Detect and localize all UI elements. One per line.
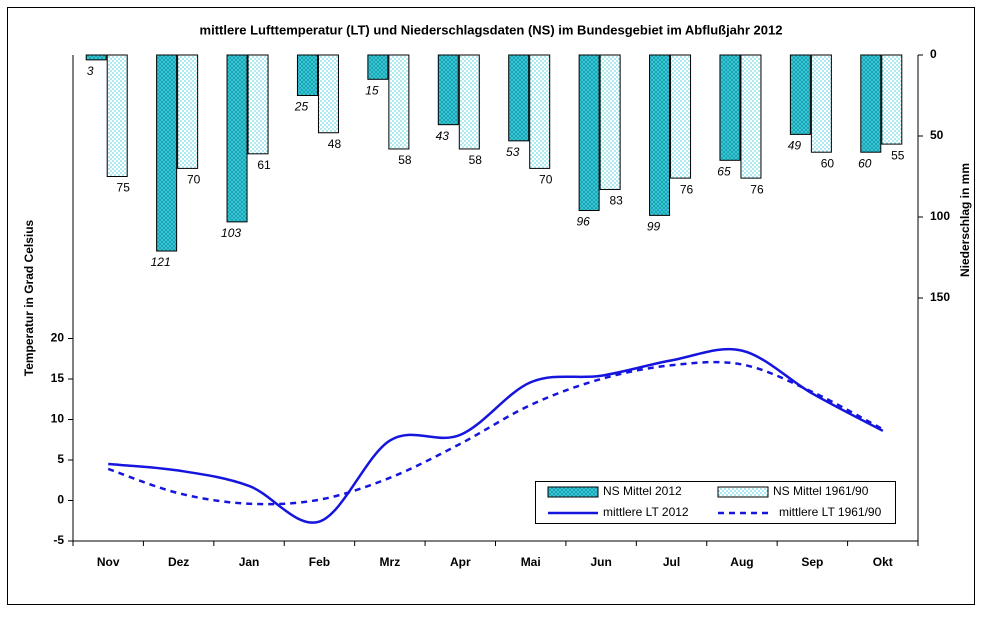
bar [599, 54, 621, 190]
x-tick-label: Jul [663, 555, 680, 569]
bar-value-label: 58 [398, 153, 412, 167]
bar-value-label: 49 [788, 139, 802, 153]
bar-value-label: 3 [87, 64, 94, 78]
bar [388, 54, 410, 150]
x-tick-label: Apr [450, 555, 471, 569]
bar [226, 54, 248, 223]
x-tick-label: Mai [521, 555, 541, 569]
bar-value-label: 99 [647, 220, 661, 234]
x-tick-label: Okt [873, 555, 893, 569]
legend-label: NS Mittel 1961/90 [773, 484, 869, 498]
y2-tick-label: 100 [930, 209, 950, 223]
bar [437, 54, 459, 126]
bar [177, 54, 199, 169]
legend-label: mittlere LT 1961/90 [779, 505, 882, 519]
bar [317, 54, 339, 134]
bar-value-label: 83 [609, 194, 623, 208]
bar-value-label: 55 [891, 148, 905, 162]
y-tick-label: 5 [57, 452, 64, 466]
y-axis-title: Temperatur in Grad Celsius [22, 219, 36, 376]
x-tick-label: Mrz [380, 555, 401, 569]
bar [719, 54, 741, 161]
bar [247, 54, 269, 155]
legend-label: NS Mittel 2012 [603, 484, 682, 498]
bar [367, 54, 389, 80]
legend-label: mittlere LT 2012 [603, 505, 689, 519]
x-tick-label: Nov [97, 555, 120, 569]
bar-value-label: 121 [151, 255, 171, 269]
x-tick-label: Jan [239, 555, 260, 569]
bar-value-label: 48 [328, 137, 342, 151]
bar [789, 54, 811, 135]
bar-value-label: 96 [576, 215, 590, 229]
bar-value-label: 58 [469, 153, 483, 167]
y2-tick-label: 0 [930, 47, 937, 61]
bar-value-label: 43 [436, 129, 450, 143]
bar-value-label: 70 [187, 173, 201, 187]
bar [810, 54, 832, 153]
y-tick-label: 0 [57, 493, 64, 507]
y2-tick-label: 150 [930, 290, 950, 304]
bar-value-label: 60 [858, 156, 872, 170]
y-tick-label: 20 [51, 331, 65, 345]
y2-tick-label: 50 [930, 128, 944, 142]
bar-value-label: 53 [506, 145, 520, 159]
bar [85, 54, 107, 61]
bar-value-label: 70 [539, 173, 553, 187]
bar-value-label: 75 [117, 181, 131, 195]
bar-value-label: 65 [717, 164, 731, 178]
bar-value-label: 60 [821, 156, 835, 170]
bar [740, 54, 762, 179]
bar [156, 54, 178, 252]
bar [881, 54, 903, 145]
bar-value-label: 103 [221, 226, 241, 240]
line-series [108, 347, 884, 524]
x-tick-label: Sep [801, 555, 823, 569]
bar-value-label: 76 [680, 182, 694, 196]
bar-value-label: 76 [750, 182, 764, 196]
bar-value-label: 15 [365, 83, 379, 97]
bar [529, 54, 551, 169]
x-tick-label: Aug [730, 555, 753, 569]
y-tick-label: -5 [53, 533, 64, 547]
y-tick-label: 10 [51, 412, 65, 426]
bar [106, 54, 128, 177]
bar [458, 54, 480, 150]
chart-title: mittlere Lufttemperatur (LT) und Nieders… [200, 22, 783, 37]
bar [508, 54, 530, 142]
legend-swatch [547, 486, 599, 498]
bar-value-label: 61 [257, 158, 271, 172]
x-tick-label: Dez [168, 555, 189, 569]
x-tick-label: Jun [590, 555, 611, 569]
x-tick-label: Feb [309, 555, 330, 569]
bar-value-label: 25 [294, 100, 309, 114]
y-tick-label: 15 [51, 371, 65, 385]
bar [649, 54, 671, 216]
bar [578, 54, 600, 212]
line-series [107, 360, 884, 506]
legend-swatch [717, 486, 769, 498]
bar [860, 54, 882, 153]
bar [670, 54, 692, 179]
bar [296, 54, 318, 96]
y2-axis-title: Niederschlag in mm [958, 163, 972, 277]
